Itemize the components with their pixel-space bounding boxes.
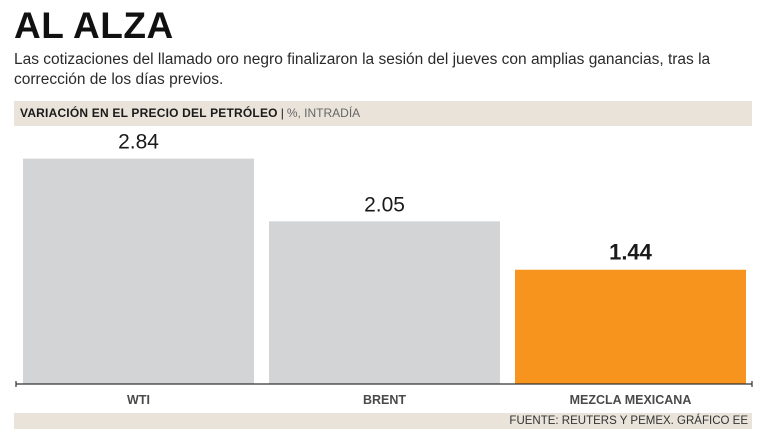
band-text: VARIACIÓN EN EL PRECIO DEL PETRÓLEO |%, I… bbox=[20, 106, 360, 121]
chart-subtitle: Las cotizaciones del llamado oro negro f… bbox=[14, 51, 711, 88]
data-label: 2.84 bbox=[118, 131, 159, 154]
bar-brent bbox=[269, 221, 500, 384]
source-note: FUENTE: REUTERS Y PEMEX. GRÁFICO EE bbox=[509, 415, 748, 427]
category-label: BRENT bbox=[363, 393, 406, 407]
chart-header-band: VARIACIÓN EN EL PRECIO DEL PETRÓLEO |%, I… bbox=[14, 101, 752, 126]
bar-mezcla-mexicana bbox=[515, 269, 746, 384]
band-unit: %, INTRADÍA bbox=[286, 106, 361, 120]
footer-band: FUENTE: REUTERS Y PEMEX. GRÁFICO EE bbox=[14, 413, 752, 429]
data-label: 2.05 bbox=[364, 193, 405, 216]
band-separator: | bbox=[280, 106, 284, 120]
category-label: WTI bbox=[127, 393, 150, 407]
chart-title: AL ALZA bbox=[14, 5, 174, 46]
band-title: VARIACIÓN EN EL PRECIO DEL PETRÓLEO bbox=[20, 106, 278, 120]
category-label: MEZCLA MEXICANA bbox=[570, 393, 692, 407]
bar-wti bbox=[23, 158, 254, 384]
data-label: 1.44 bbox=[609, 240, 653, 265]
bar-chart: 2.84 WTI 2.05 BRENT 1.44 MEZCLA MEXICANA bbox=[15, 131, 753, 407]
